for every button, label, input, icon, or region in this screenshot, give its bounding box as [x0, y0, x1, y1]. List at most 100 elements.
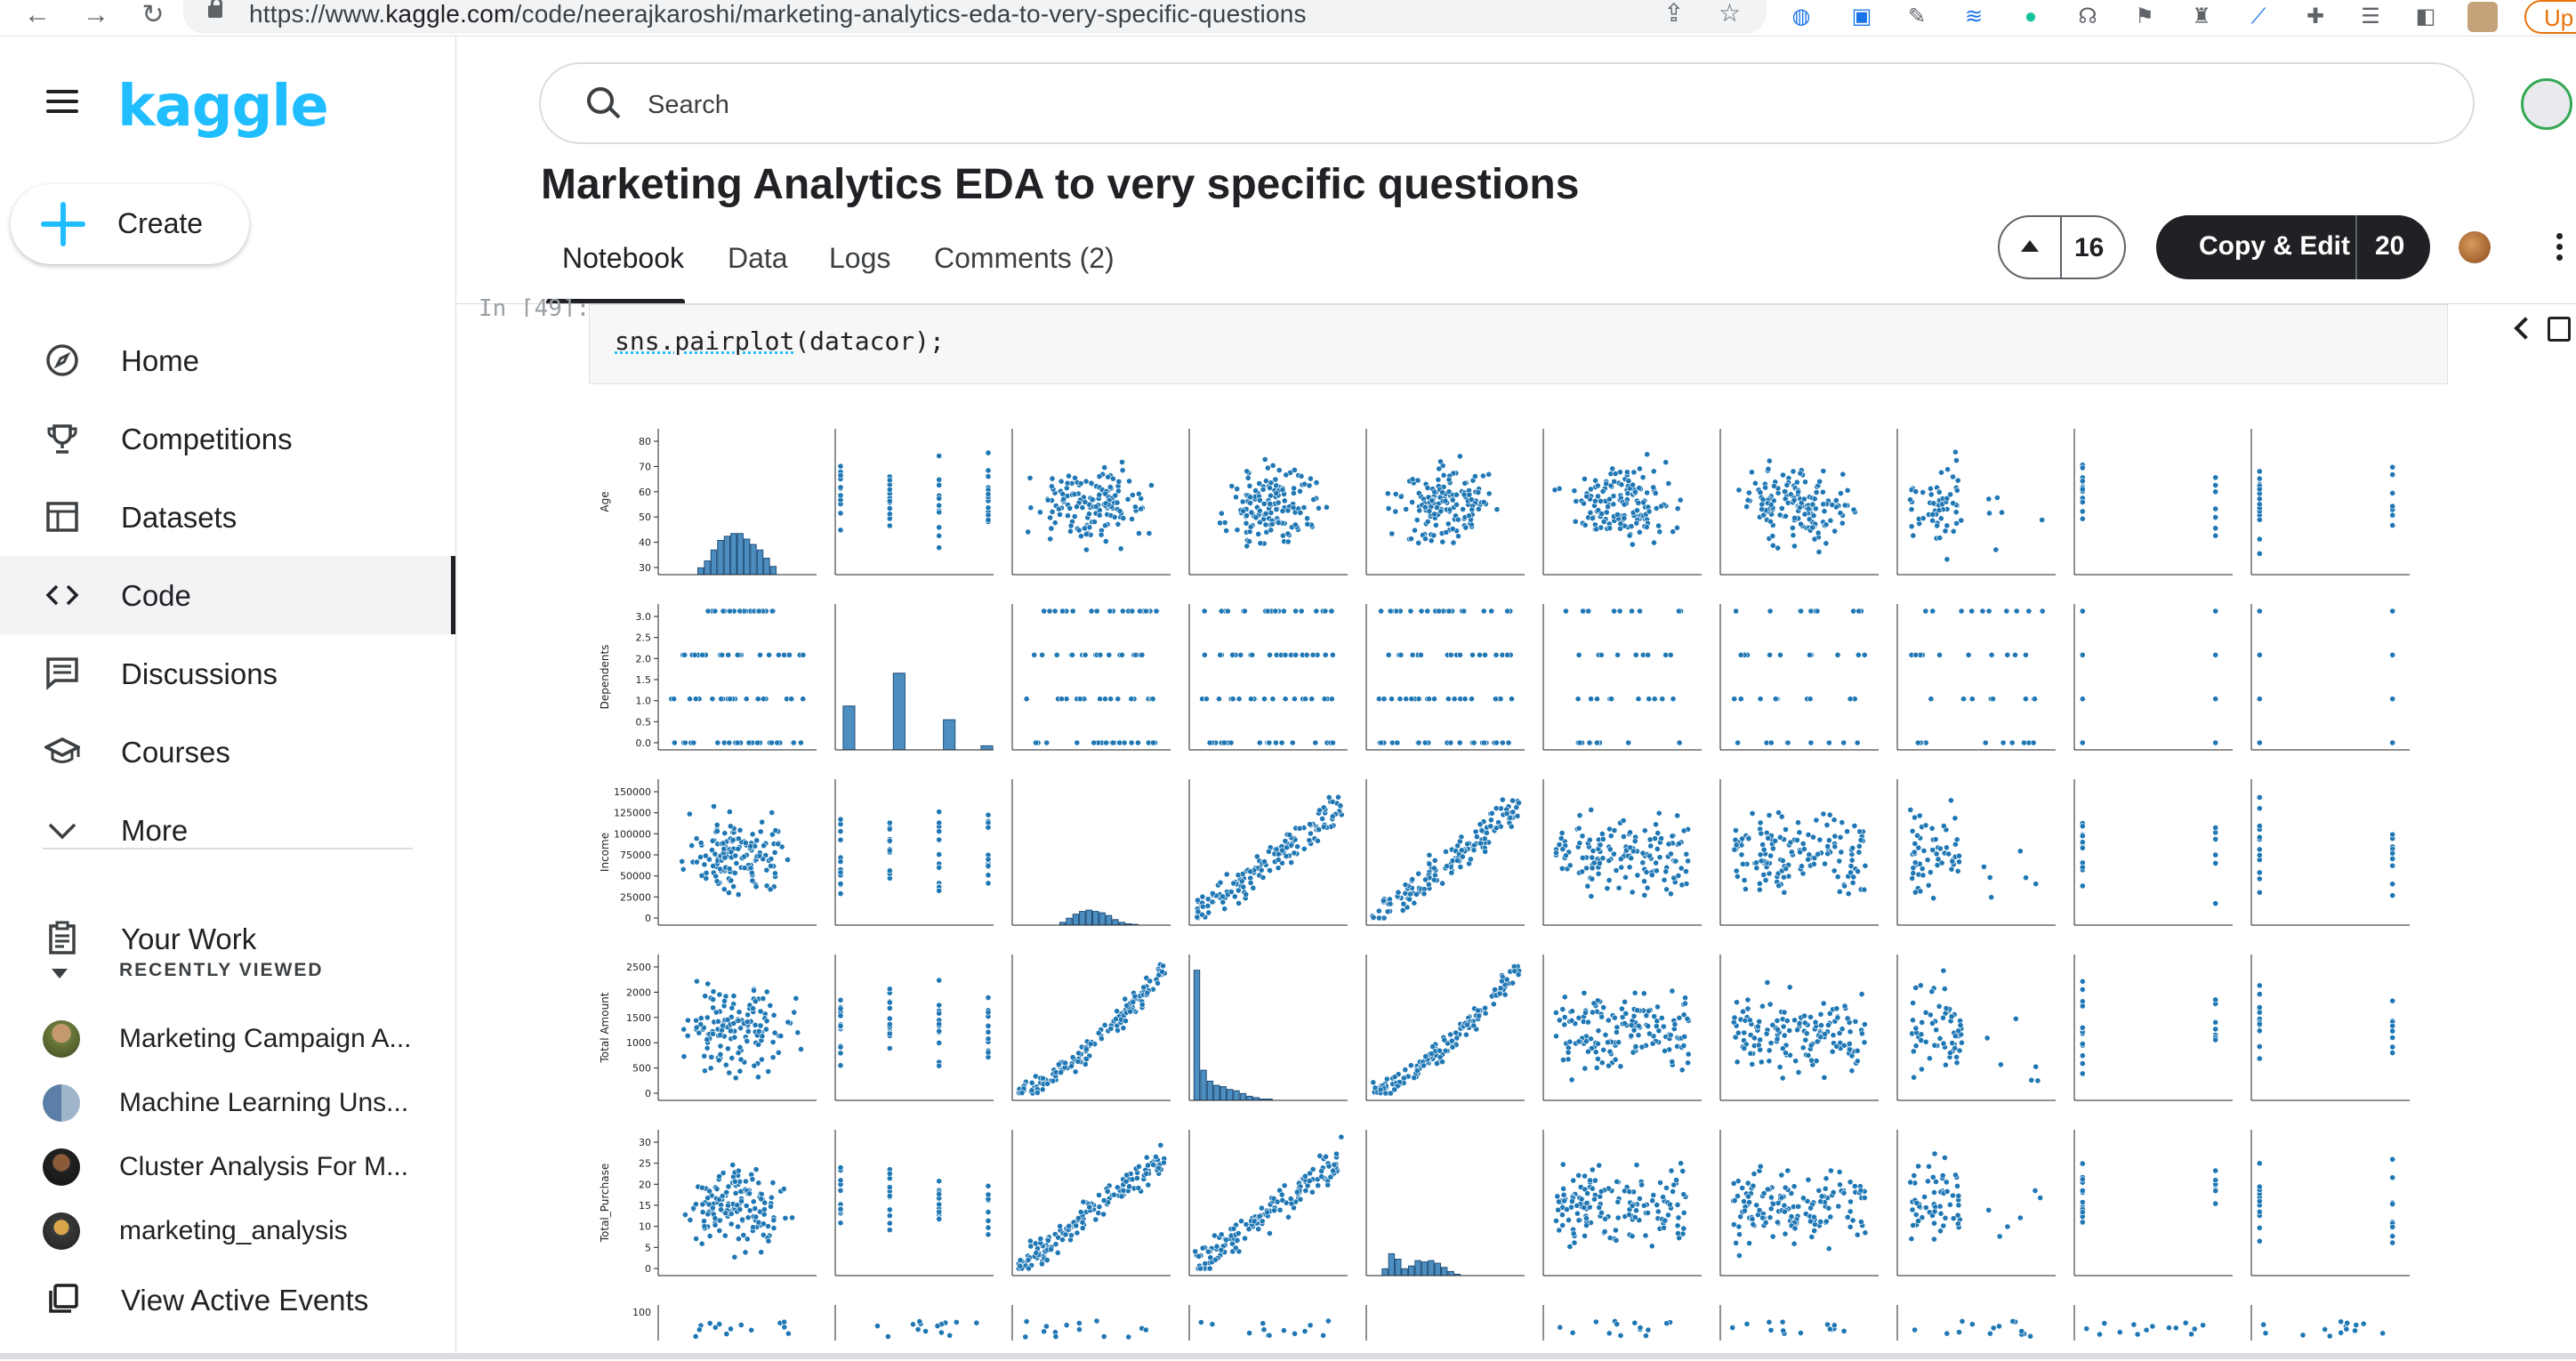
tab-notebook[interactable]: Notebook	[562, 242, 684, 274]
more-options-icon[interactable]	[2556, 233, 2564, 265]
scatter-point	[1805, 1052, 1812, 1059]
upvote-button[interactable]: 16	[1998, 215, 2126, 279]
scatter-point	[1806, 516, 1813, 523]
scatter-point	[1767, 651, 1773, 658]
scatter-point	[1221, 519, 1228, 526]
scatter-point	[1925, 882, 1932, 889]
scatter-point	[1631, 838, 1638, 844]
extension-icon[interactable]: ▣	[1851, 4, 1872, 28]
scatter-point	[2039, 608, 2046, 615]
scatter-point	[1242, 608, 1248, 615]
kaggle-logo[interactable]: kaggle	[117, 74, 329, 140]
tab-data[interactable]: Data	[728, 242, 788, 274]
flag-icon[interactable]: ⚑	[2135, 4, 2154, 28]
scatter-point	[1583, 1215, 1590, 1222]
scatter-point	[1597, 842, 1604, 849]
scatter-point	[1739, 835, 1745, 842]
reading-list-icon[interactable]: ☰	[2361, 4, 2380, 28]
sidebar-item-courses[interactable]: Courses	[0, 713, 455, 791]
author-avatar[interactable]	[2459, 231, 2491, 263]
search-input[interactable]: Search	[539, 62, 2475, 144]
side-panel-icon[interactable]: ◧	[2415, 4, 2436, 28]
scatter-point	[1370, 914, 1377, 921]
scatter-point	[1284, 844, 1290, 851]
scatter-point	[1576, 739, 1583, 746]
scatter-point	[1818, 1022, 1824, 1028]
scatter-point	[746, 1190, 753, 1197]
sidebar-item-code[interactable]: Code	[0, 556, 455, 634]
scatter-point	[1781, 874, 1787, 881]
scatter-point	[1927, 869, 1934, 875]
forward-icon[interactable]: →	[83, 0, 109, 29]
scatter-point	[2079, 1219, 2086, 1226]
table-of-contents-icon[interactable]	[2548, 317, 2571, 342]
scatter-point	[1854, 1047, 1861, 1054]
avatar	[43, 1020, 80, 1058]
scatter-point	[1113, 1016, 1119, 1022]
scatter-point	[1150, 739, 1156, 746]
scatter-point	[1626, 1212, 1633, 1218]
sidebar-item-your-work[interactable]: Your Work	[0, 899, 455, 978]
scatter-point	[1197, 1265, 1203, 1272]
recent-item[interactable]: Machine Learning Uns...	[0, 1077, 455, 1131]
hamburger-menu-icon[interactable]	[46, 90, 78, 113]
copy-edit-button[interactable]: Copy & Edit 20	[2156, 215, 2430, 279]
scatter-point	[1910, 1222, 1917, 1228]
scatter-point	[1675, 1214, 1682, 1221]
back-icon[interactable]: ←	[24, 0, 51, 29]
collapse-chevron-icon[interactable]	[2514, 317, 2535, 342]
user-avatar[interactable]	[2521, 78, 2572, 130]
address-bar[interactable]: https://www.kaggle.com/code/neerajkarosh…	[183, 0, 1767, 34]
scatter-point	[1075, 1059, 1082, 1065]
extension-icon[interactable]: ≋	[1964, 4, 1984, 28]
extension-icon[interactable]: ✎	[1907, 4, 1927, 28]
puzzle-icon[interactable]: ✚	[2306, 4, 2325, 28]
grammarly-icon[interactable]: ●	[2024, 4, 2038, 28]
scatter-point	[1582, 521, 1589, 528]
sidebar-item-datasets[interactable]: Datasets	[0, 478, 455, 556]
scatter-point	[1560, 1057, 1566, 1063]
sidebar-item-more[interactable]: More	[0, 791, 455, 869]
reload-icon[interactable]: ↻	[141, 0, 165, 29]
tab-logs[interactable]: Logs	[829, 242, 891, 274]
scatter-point	[2299, 1332, 2306, 1339]
scatter-point	[1749, 469, 1755, 476]
scatter-point	[1192, 1248, 1199, 1255]
scatter-point	[1096, 473, 1103, 479]
scatter-point	[1747, 1017, 1753, 1024]
scatter-point	[1600, 1046, 1607, 1053]
scatter-point	[693, 1017, 699, 1024]
scatter-point	[1428, 537, 1435, 544]
update-button[interactable]: Up	[2524, 0, 2576, 34]
scatter-point	[1675, 1230, 1681, 1236]
recent-item[interactable]: Marketing Campaign A...	[0, 1013, 455, 1067]
bookmark-star-icon[interactable]: ☆	[1719, 0, 1742, 27]
search-icon	[587, 87, 619, 119]
extension-icon[interactable]: ⟋	[2250, 4, 2266, 28]
scatter-point	[756, 852, 763, 859]
sidebar-item-home[interactable]: Home	[0, 321, 455, 399]
code-cell[interactable]: sns.pairplot(datacor);	[589, 304, 2448, 384]
scatter-point	[1847, 1198, 1854, 1205]
scatter-point	[1613, 1227, 1619, 1234]
extension-icon[interactable]: ☊	[2078, 4, 2097, 28]
create-button[interactable]: Create	[11, 184, 249, 264]
histogram-bar	[1200, 1069, 1207, 1101]
share-icon[interactable]: ⇪	[1663, 0, 1685, 27]
scatter-point	[1297, 510, 1304, 516]
extension-icon[interactable]: ◍	[1791, 4, 1811, 28]
scatter-point	[1589, 1185, 1596, 1192]
profile-avatar-icon[interactable]	[2467, 2, 2498, 32]
sidebar-item-view-active-events[interactable]: View Active Events	[0, 1260, 455, 1339]
scatter-point	[1644, 489, 1650, 496]
scatter-point	[709, 1204, 716, 1212]
tab-comments[interactable]: Comments (2)	[934, 242, 1115, 274]
recent-item[interactable]: marketing_analysis	[0, 1205, 455, 1259]
scatter-point	[1907, 496, 1913, 503]
scatter-point	[1234, 527, 1241, 534]
scatter-point	[1791, 515, 1798, 521]
extension-icon[interactable]: ♜	[2192, 4, 2211, 28]
sidebar-item-discussions[interactable]: Discussions	[0, 634, 455, 713]
recent-item[interactable]: Cluster Analysis For M...	[0, 1141, 455, 1195]
sidebar-item-competitions[interactable]: Competitions	[0, 399, 455, 478]
